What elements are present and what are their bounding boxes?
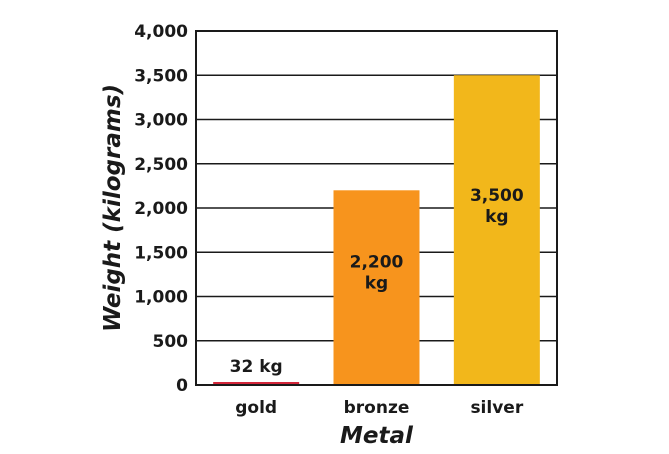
x-tick-label-bronze: bronze	[344, 398, 410, 418]
data-label-bronze: kg	[365, 274, 388, 294]
y-tick-label: 3,500	[134, 66, 188, 86]
y-tick-label: 3,000	[134, 111, 188, 131]
bars	[213, 75, 540, 385]
data-label-silver: 3,500	[470, 186, 524, 206]
data-label-silver: kg	[485, 207, 508, 227]
bar-bronze	[333, 190, 420, 385]
y-tick-label: 1,000	[134, 288, 188, 308]
y-tick-label: 0	[176, 376, 188, 396]
bar-silver	[453, 75, 540, 385]
plot-frame	[195, 30, 558, 386]
x-tick-label-silver: silver	[470, 398, 523, 418]
y-tick-label: 2,500	[134, 155, 188, 175]
y-tick-labels: 0 500 1,000 1,500 2,000 2,500 3,000 3,500 4,000	[134, 22, 188, 396]
x-tick-label-gold: gold	[235, 398, 277, 418]
x-axis-title: Metal	[340, 423, 414, 449]
y-tick-label: 2,000	[134, 199, 188, 219]
data-label-gold: 32 kg	[230, 357, 283, 377]
y-tick-label: 1,500	[134, 243, 188, 263]
y-tick-label: 4,000	[134, 22, 188, 42]
data-label-bronze: 2,200	[350, 253, 404, 273]
bar-gold	[213, 382, 300, 385]
y-tick-label: 500	[153, 332, 189, 352]
y-axis-title: Weight (kilograms)	[100, 84, 126, 332]
x-tick-labels: gold bronze silver	[235, 398, 524, 418]
